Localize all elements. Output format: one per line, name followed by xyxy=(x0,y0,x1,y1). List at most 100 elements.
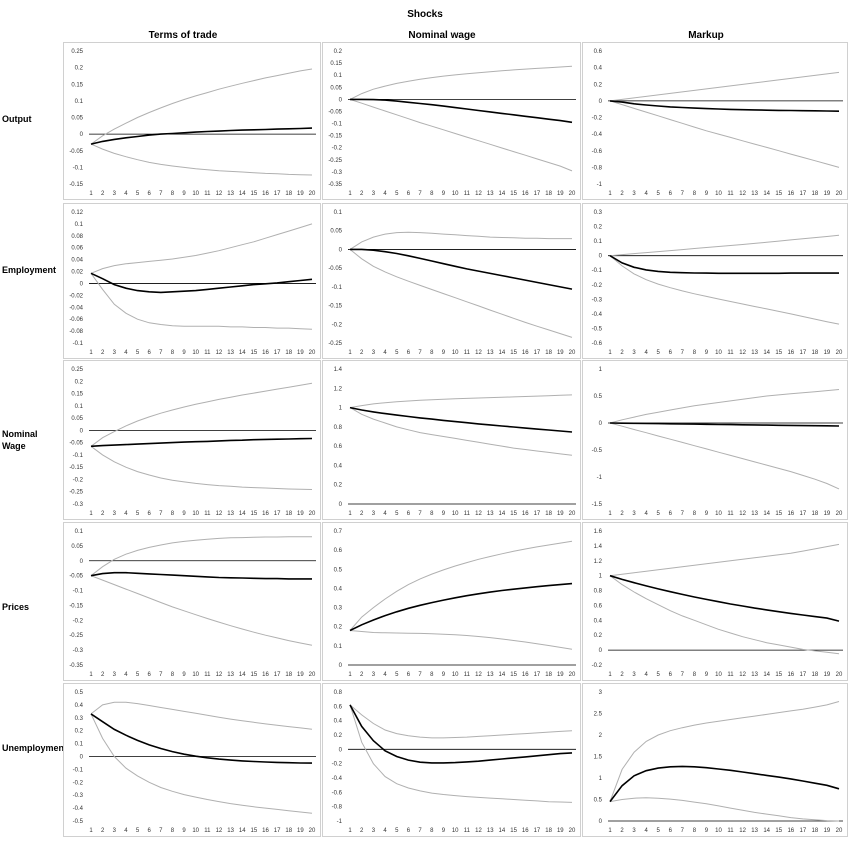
lower-band-line xyxy=(90,713,313,814)
upper-band-line xyxy=(349,704,573,739)
x-tick-label: 19 xyxy=(557,511,564,517)
upper-band-line xyxy=(349,231,572,250)
y-tick-label: 0.06 xyxy=(71,246,83,252)
y-tick-label: -0.35 xyxy=(69,663,83,669)
chart-panel-prices-nominal-wage: 0.7 0.6 0.5 0.4 0.3 0.2 0.1 0 1 2 3 4 5 6 7 8 9 10 11 12 13 1… xyxy=(322,522,581,681)
x-tick-label: 19 xyxy=(824,511,831,517)
x-tick-label: 9 xyxy=(182,191,186,197)
x-tick-label: 10 xyxy=(715,672,722,678)
y-tick-label: 0.2 xyxy=(75,379,84,385)
y-tick-label: -0.2 xyxy=(73,618,84,624)
y-tick-label: 0.4 xyxy=(334,586,343,592)
x-tick-label: 6 xyxy=(407,672,411,678)
y-tick-label: 2 xyxy=(599,733,603,739)
x-tick-label: 14 xyxy=(763,191,770,197)
x-tick-label: 15 xyxy=(775,828,782,834)
lower-band-line xyxy=(90,143,313,176)
x-tick-label: 20 xyxy=(836,828,843,834)
x-tick-label: 8 xyxy=(171,191,175,197)
x-tick-label: 2 xyxy=(360,350,364,356)
median-response-line xyxy=(349,406,573,433)
x-tick-label: 1 xyxy=(89,672,93,678)
y-tick-label: -0.1 xyxy=(73,341,84,347)
y-tick-label: 0 xyxy=(339,97,343,103)
x-tick-label: 15 xyxy=(510,828,517,834)
x-tick-label: 10 xyxy=(452,350,459,356)
x-tick-label: 12 xyxy=(739,828,746,834)
lower-band-line xyxy=(90,575,313,646)
line-chart: 0.80.60.40.20-0.2-0.4-0.6-0.8-11 2 3 4 5 6 7 8 9… xyxy=(332,690,576,834)
y-tick-label: -0.2 xyxy=(73,780,84,786)
x-tick-label: 4 xyxy=(124,350,128,356)
x-tick-label: 6 xyxy=(669,191,673,197)
y-tick-label: 0.2 xyxy=(75,729,84,735)
x-tick-label: 16 xyxy=(262,191,269,197)
x-tick-label: 4 xyxy=(383,191,387,197)
y-tick-label: 0.4 xyxy=(594,66,603,72)
x-tick-label: 1 xyxy=(608,350,612,356)
x-tick-label: 19 xyxy=(297,350,304,356)
x-tick-label: 1 xyxy=(608,672,612,678)
line-chart: 0.250.20.150.10.050-0.05-0.1-0.151 2 3 4 5 6 7… xyxy=(69,49,316,197)
x-tick-label: 7 xyxy=(159,191,163,197)
upper-band-line xyxy=(609,389,840,424)
y-tick-label: 0 xyxy=(599,99,603,105)
y-tick-label: 0.3 xyxy=(75,716,84,722)
y-tick-label: 0.12 xyxy=(71,210,83,216)
x-tick-label: 9 xyxy=(182,350,186,356)
x-tick-label: 17 xyxy=(534,511,541,517)
x-tick-label: 4 xyxy=(644,191,648,197)
x-tick-label: 19 xyxy=(297,191,304,197)
chart-panel-output-nominal-wage: 0.2 0.15 0.1 0.05 0 -0.05 -0.1 -0.15 -0.2 -0.25 -0… xyxy=(322,42,581,200)
x-tick-label: 3 xyxy=(372,350,376,356)
x-tick-label: 5 xyxy=(136,672,140,678)
lower-band-line xyxy=(349,704,573,803)
x-tick-label: 11 xyxy=(464,191,471,197)
x-tick-label: 10 xyxy=(192,511,199,517)
y-tick-label: 1 xyxy=(339,406,343,412)
y-tick-label: -0.08 xyxy=(69,329,83,335)
y-tick-label: -0.5 xyxy=(592,448,603,454)
line-chart: 0.50.40.30.20.10-0.1-0.2-0.3-0.4-0.51 2 3 4… xyxy=(73,690,316,834)
lower-band-line xyxy=(609,797,840,822)
x-tick-label: 7 xyxy=(681,191,685,197)
x-tick-label: 12 xyxy=(739,672,746,678)
x-tick-label: 3 xyxy=(632,350,636,356)
x-tick-label: 2 xyxy=(360,511,364,517)
x-tick-label: 17 xyxy=(534,828,541,834)
y-tick-label: -0.2 xyxy=(592,663,603,669)
x-tick-label: 16 xyxy=(522,828,529,834)
y-tick-label: -0.4 xyxy=(592,132,603,138)
x-tick-label: 16 xyxy=(262,672,269,678)
x-tick-label: 10 xyxy=(192,350,199,356)
x-tick-label: 18 xyxy=(545,350,552,356)
y-tick-label: 0.15 xyxy=(71,392,83,398)
y-tick-label: 0.15 xyxy=(71,82,83,88)
x-tick-label: 18 xyxy=(812,511,819,517)
y-tick-label: -0.3 xyxy=(73,793,84,799)
x-tick-label: 16 xyxy=(787,672,794,678)
x-tick-label: 17 xyxy=(274,828,281,834)
x-tick-label: 1 xyxy=(348,511,352,517)
x-tick-label: 14 xyxy=(499,350,506,356)
y-tick-label: 0.6 xyxy=(334,704,343,710)
x-tick-label: 16 xyxy=(262,511,269,517)
x-tick-label: 20 xyxy=(309,828,316,834)
x-tick-label: 5 xyxy=(136,828,140,834)
x-tick-label: 14 xyxy=(763,511,770,517)
x-tick-label: 13 xyxy=(751,191,758,197)
median-response-line xyxy=(609,765,840,803)
x-tick-label: 17 xyxy=(799,511,806,517)
x-tick-label: 20 xyxy=(569,828,576,834)
chart-panel-nominal-wage-nominal-wage: 1.4 1.2 1 0.8 0.6 0.4 0.2 0 1 2 3 4 5 6 7 8 9 10 11 12 13 14 1… xyxy=(322,360,581,520)
x-tick-label: 4 xyxy=(124,828,128,834)
chart-panel-nominal-wage-markup: 1 0.5 0 -0.5 -1 -1.5 1 2 3 4 5 6 7 8 9 10 11 12 13 14 15 16 17… xyxy=(582,360,848,520)
y-tick-label: 0 xyxy=(339,663,343,669)
x-tick-label: 3 xyxy=(113,672,117,678)
x-tick-label: 19 xyxy=(557,350,564,356)
x-tick-label: 4 xyxy=(644,828,648,834)
x-tick-label: 3 xyxy=(113,828,117,834)
x-tick-label: 3 xyxy=(632,828,636,834)
x-tick-label: 10 xyxy=(452,191,459,197)
y-tick-label: 1.6 xyxy=(594,529,603,535)
